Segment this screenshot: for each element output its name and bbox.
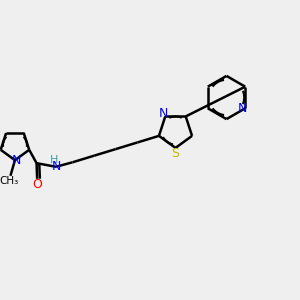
Text: N: N — [238, 102, 248, 115]
Text: N: N — [51, 160, 61, 173]
Text: CH₃: CH₃ — [0, 176, 19, 186]
Text: N: N — [12, 154, 21, 167]
Text: H: H — [50, 155, 58, 165]
Text: S: S — [172, 147, 179, 160]
Text: N: N — [159, 107, 169, 120]
Text: O: O — [32, 178, 42, 191]
